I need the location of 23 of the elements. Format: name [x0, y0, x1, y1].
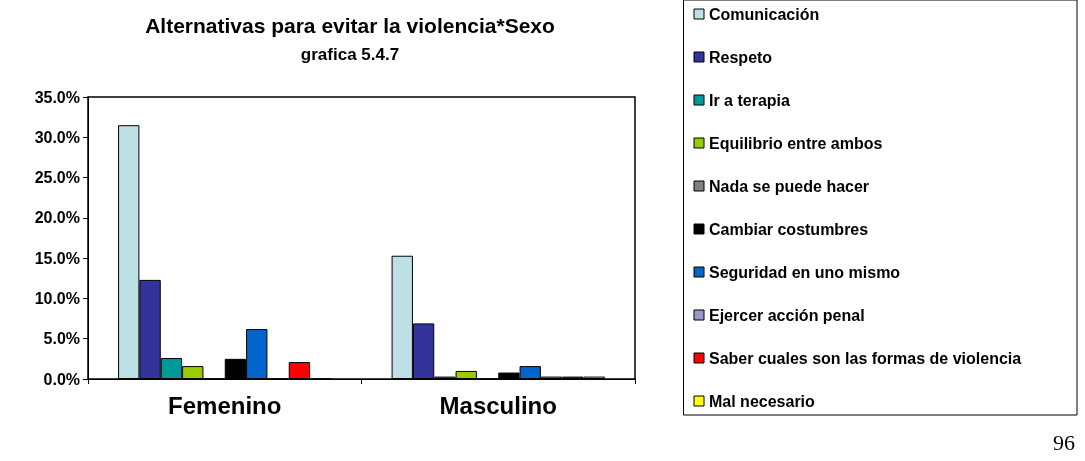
y-tick-label: 0.0% [43, 370, 80, 388]
y-tick-label: 15.0% [34, 249, 80, 267]
legend-label: Ejercer acción penal [709, 306, 865, 324]
y-tick-label: 20.0% [34, 209, 80, 227]
y-tick-label: 35.0% [34, 88, 80, 106]
y-tick-label: 30.0% [34, 128, 80, 146]
x-tick-label: Femenino [168, 391, 282, 419]
legend-label: Respeto [709, 48, 773, 66]
x-tick-label: Masculino [439, 391, 557, 419]
chart-title: Alternativas para evitar la violencia*Sexo [145, 14, 555, 37]
legend-label: Nada se puede hacer [709, 177, 870, 195]
legend-label: Saber cuales son las formas de violencia [709, 349, 1022, 367]
legend-label: Ir a terapia [709, 91, 791, 109]
legend-label: Equilibrio entre ambos [709, 134, 883, 152]
y-tick-label: 10.0% [34, 289, 80, 307]
text: 96 [1053, 429, 1075, 455]
y-tick-label: 5.0% [43, 330, 80, 348]
legend-label: Cambiar costumbres [709, 220, 869, 238]
legend-label: Seguridad en uno mismo [709, 263, 901, 281]
legend-label: Mal necesario [709, 392, 816, 410]
y-tick-label: 25.0% [34, 169, 80, 187]
legend-label: Comunicación [709, 5, 820, 23]
chart-subtitle: grafica 5.4.7 [300, 45, 400, 64]
